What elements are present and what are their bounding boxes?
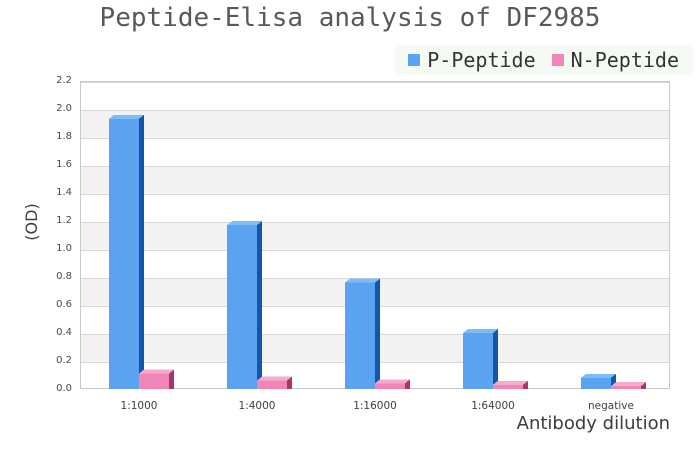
bar-n-peptide-1:16000-side	[405, 379, 410, 389]
legend: P-Peptide N-Peptide	[394, 45, 693, 75]
y-tick-1.2: 1.2	[56, 215, 72, 226]
x-axis-label: Antibody dilution	[516, 413, 670, 434]
chart-title: Peptide-Elisa analysis of DF2985	[99, 3, 601, 33]
bars-layer	[109, 114, 646, 389]
bar-p-peptide-1:1000-top	[109, 114, 144, 119]
bar-n-peptide-negative-front	[611, 386, 641, 389]
x-tick-1:1000: 1:1000	[120, 400, 158, 412]
bar-p-peptide-negative-front	[581, 377, 611, 389]
y-tick-0.0: 0.0	[56, 383, 72, 394]
bar-n-peptide-1:1000-front	[139, 373, 169, 389]
bar-p-peptide-1:64000-front	[463, 333, 493, 389]
y-tick-2.2: 2.2	[56, 75, 72, 86]
bar-p-peptide-1:16000-side	[375, 278, 380, 389]
legend-label: P-Peptide	[427, 48, 536, 72]
bar-n-peptide-1:64000-side	[523, 380, 528, 389]
legend-swatch-n-peptide	[551, 54, 564, 66]
x-tick-1:16000: 1:16000	[353, 400, 397, 412]
legend-swatch-p-peptide	[408, 54, 421, 66]
bar-n-peptide-1:16000-top	[375, 379, 410, 384]
bar-p-peptide-1:4000-top	[227, 221, 262, 226]
bar-p-peptide-1:16000-top	[345, 278, 380, 283]
bar-p-peptide-1:1000-front	[109, 118, 139, 389]
x-tick-1:4000: 1:4000	[238, 400, 276, 412]
bar-p-peptide-1:4000-front	[227, 225, 257, 389]
x-tick-negative: negative	[588, 400, 634, 412]
bar-p-peptide-1:4000-side	[257, 221, 262, 389]
bar-n-peptide-1:4000-side	[287, 376, 292, 389]
bar-p-peptide-negative-top	[581, 373, 616, 378]
bar-n-peptide-1:4000-top	[257, 376, 292, 381]
bar-n-peptide-negative-side	[641, 382, 646, 389]
y-tick-0.4: 0.4	[56, 327, 72, 338]
bar-p-peptide-1:16000-front	[345, 282, 375, 389]
bar-n-peptide-1:16000-front	[375, 383, 405, 389]
y-tick-0.2: 0.2	[56, 355, 72, 366]
bar-n-peptide-1:4000-front	[257, 380, 287, 389]
bar-p-peptide-1:64000-side	[493, 329, 498, 389]
y-tick-0.6: 0.6	[56, 299, 72, 310]
y-tick-1.6: 1.6	[56, 159, 72, 170]
bar-n-peptide-1:1000-top	[139, 369, 174, 374]
legend-label: N-Peptide	[570, 48, 679, 72]
bar-n-peptide-1:64000-front	[493, 384, 523, 389]
bar-p-peptide-1:64000-top	[463, 329, 498, 333]
legend-item-n-peptide: N-Peptide	[551, 48, 679, 72]
y-tick-1.8: 1.8	[56, 131, 72, 142]
y-tick-2.0: 2.0	[56, 103, 72, 114]
legend-item-p-peptide: P-Peptide	[408, 48, 536, 72]
bar-n-peptide-1:64000-top	[493, 380, 528, 385]
y-tick-0.8: 0.8	[56, 271, 72, 282]
bar-n-peptide-negative-top	[611, 382, 646, 387]
bar-n-peptide-1:1000-side	[169, 369, 174, 389]
y-tick-1.0: 1.0	[56, 243, 72, 254]
x-tick-1:64000: 1:64000	[471, 400, 515, 412]
y-tick-1.4: 1.4	[56, 187, 72, 198]
bar-p-peptide-1:1000-side	[139, 114, 144, 389]
